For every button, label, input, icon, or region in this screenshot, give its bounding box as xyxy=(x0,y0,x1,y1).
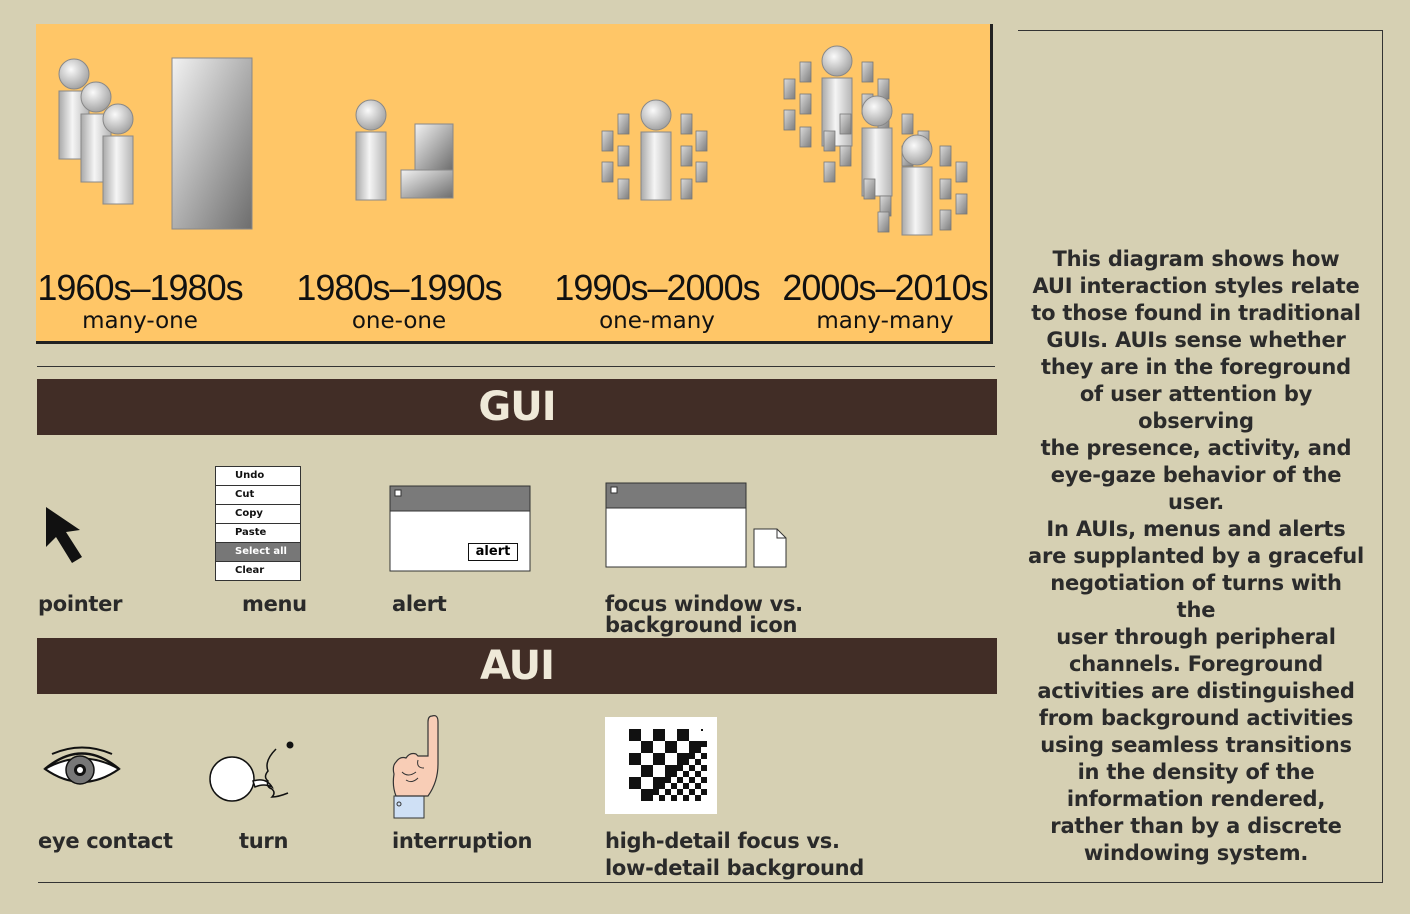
menu-item: Paste xyxy=(216,524,300,543)
raised-finger-icon xyxy=(392,715,439,819)
checker-cell xyxy=(701,765,707,771)
gui-header: GUI xyxy=(37,379,997,435)
checker-cell xyxy=(677,777,683,783)
era-years: 1980s–1990s xyxy=(296,267,502,308)
focus-caption-line1: focus window vs. xyxy=(605,592,803,616)
eye-caption: eye contact xyxy=(38,829,173,853)
divider xyxy=(37,366,995,367)
turn-caption: turn xyxy=(239,829,289,853)
menu-item: Copy xyxy=(216,505,300,524)
aui-header: AUI xyxy=(37,638,997,694)
alert-button-icon: alert xyxy=(468,543,518,561)
checker-cell xyxy=(695,795,701,801)
checker-cell xyxy=(641,765,653,777)
alert-caption: alert xyxy=(392,592,447,616)
checker-cell xyxy=(689,765,695,771)
checker-pattern xyxy=(629,729,707,801)
eye-icon xyxy=(43,746,121,785)
checker-cell xyxy=(629,729,641,741)
checker-cell xyxy=(695,759,701,765)
checker-cell xyxy=(653,777,665,789)
checker-cell xyxy=(701,789,707,795)
checker-cell xyxy=(701,741,707,747)
era-relation: one-many xyxy=(599,308,715,334)
menu-item-selected: Select all xyxy=(216,543,300,562)
checker-cell xyxy=(677,765,683,771)
menu-item: Undo xyxy=(216,467,300,486)
checker-cell xyxy=(641,741,653,753)
ubiquitous-group xyxy=(601,99,708,201)
checker-cell xyxy=(671,795,677,801)
checker-cell xyxy=(689,789,695,795)
pointer-icon xyxy=(46,507,82,563)
checker-cell xyxy=(701,729,703,731)
checker-cell xyxy=(653,753,665,765)
checker-cell xyxy=(689,741,701,753)
checker-cell xyxy=(641,789,653,801)
checker-cell xyxy=(677,753,689,765)
checker-cell xyxy=(665,789,671,795)
checker-cell xyxy=(701,777,707,783)
era-relation: many-many xyxy=(816,308,954,334)
era-1990s: 1990s–2000s one-many xyxy=(547,267,767,335)
era-relation: one-one xyxy=(351,308,447,334)
pc-group xyxy=(355,99,454,201)
era-relation: many-one xyxy=(82,308,198,334)
eras-panel: 1960s–1980s many-one 1980s–1990s one-one… xyxy=(36,24,993,344)
era-2000s: 2000s–2010s many-many xyxy=(775,267,995,335)
detail-checker-icon xyxy=(605,717,717,814)
era-years: 2000s–2010s xyxy=(782,267,988,308)
checker-cell xyxy=(671,783,677,789)
checker-cell xyxy=(659,795,665,801)
eras-illustration xyxy=(58,45,968,236)
checker-cell xyxy=(689,753,695,759)
focus-window-icon xyxy=(605,482,787,568)
checker-cell xyxy=(695,771,701,777)
attentive-group xyxy=(783,45,968,236)
bottom-rule xyxy=(38,882,1383,883)
checker-cell xyxy=(653,789,659,795)
checker-cell xyxy=(677,789,683,795)
checker-cell xyxy=(683,783,689,789)
era-years: 1960s–1980s xyxy=(37,267,243,308)
menu-item: Clear xyxy=(235,565,265,576)
sidebar-description: This diagram shows how AUI interaction s… xyxy=(1028,247,1364,865)
checker-cell xyxy=(701,753,707,759)
checker-cell xyxy=(629,753,641,765)
era-years: 1990s–2000s xyxy=(554,267,760,308)
turn-icon xyxy=(209,741,294,802)
detail-caption-line1: high-detail focus vs. xyxy=(605,829,840,853)
checker-cell xyxy=(695,783,701,789)
menu-icon: Undo Cut Copy Paste Select all Clear xyxy=(215,466,301,581)
checker-cell xyxy=(683,795,689,801)
checker-cell xyxy=(689,777,695,783)
era-1980s: 1980s–1990s one-one xyxy=(289,267,509,335)
checker-cell xyxy=(665,765,677,777)
sidebar-frame xyxy=(1018,30,1383,883)
menu-caption: menu xyxy=(242,592,307,616)
interruption-caption: interruption xyxy=(392,829,533,853)
era-1960s: 1960s–1980s many-one xyxy=(30,267,250,335)
menu-item: Cut xyxy=(216,486,300,505)
alert-window-icon xyxy=(389,485,531,572)
checker-cell xyxy=(653,729,665,741)
focus-caption-line2: background icon xyxy=(605,613,798,637)
pointer-caption: pointer xyxy=(38,592,123,616)
checker-cell xyxy=(665,741,677,753)
checker-cell xyxy=(665,777,671,783)
mainframe-group xyxy=(58,57,253,230)
checker-cell xyxy=(629,777,641,789)
checker-cell xyxy=(683,771,689,777)
detail-caption-line2: low-detail background xyxy=(605,856,864,880)
checker-cell xyxy=(677,729,689,741)
